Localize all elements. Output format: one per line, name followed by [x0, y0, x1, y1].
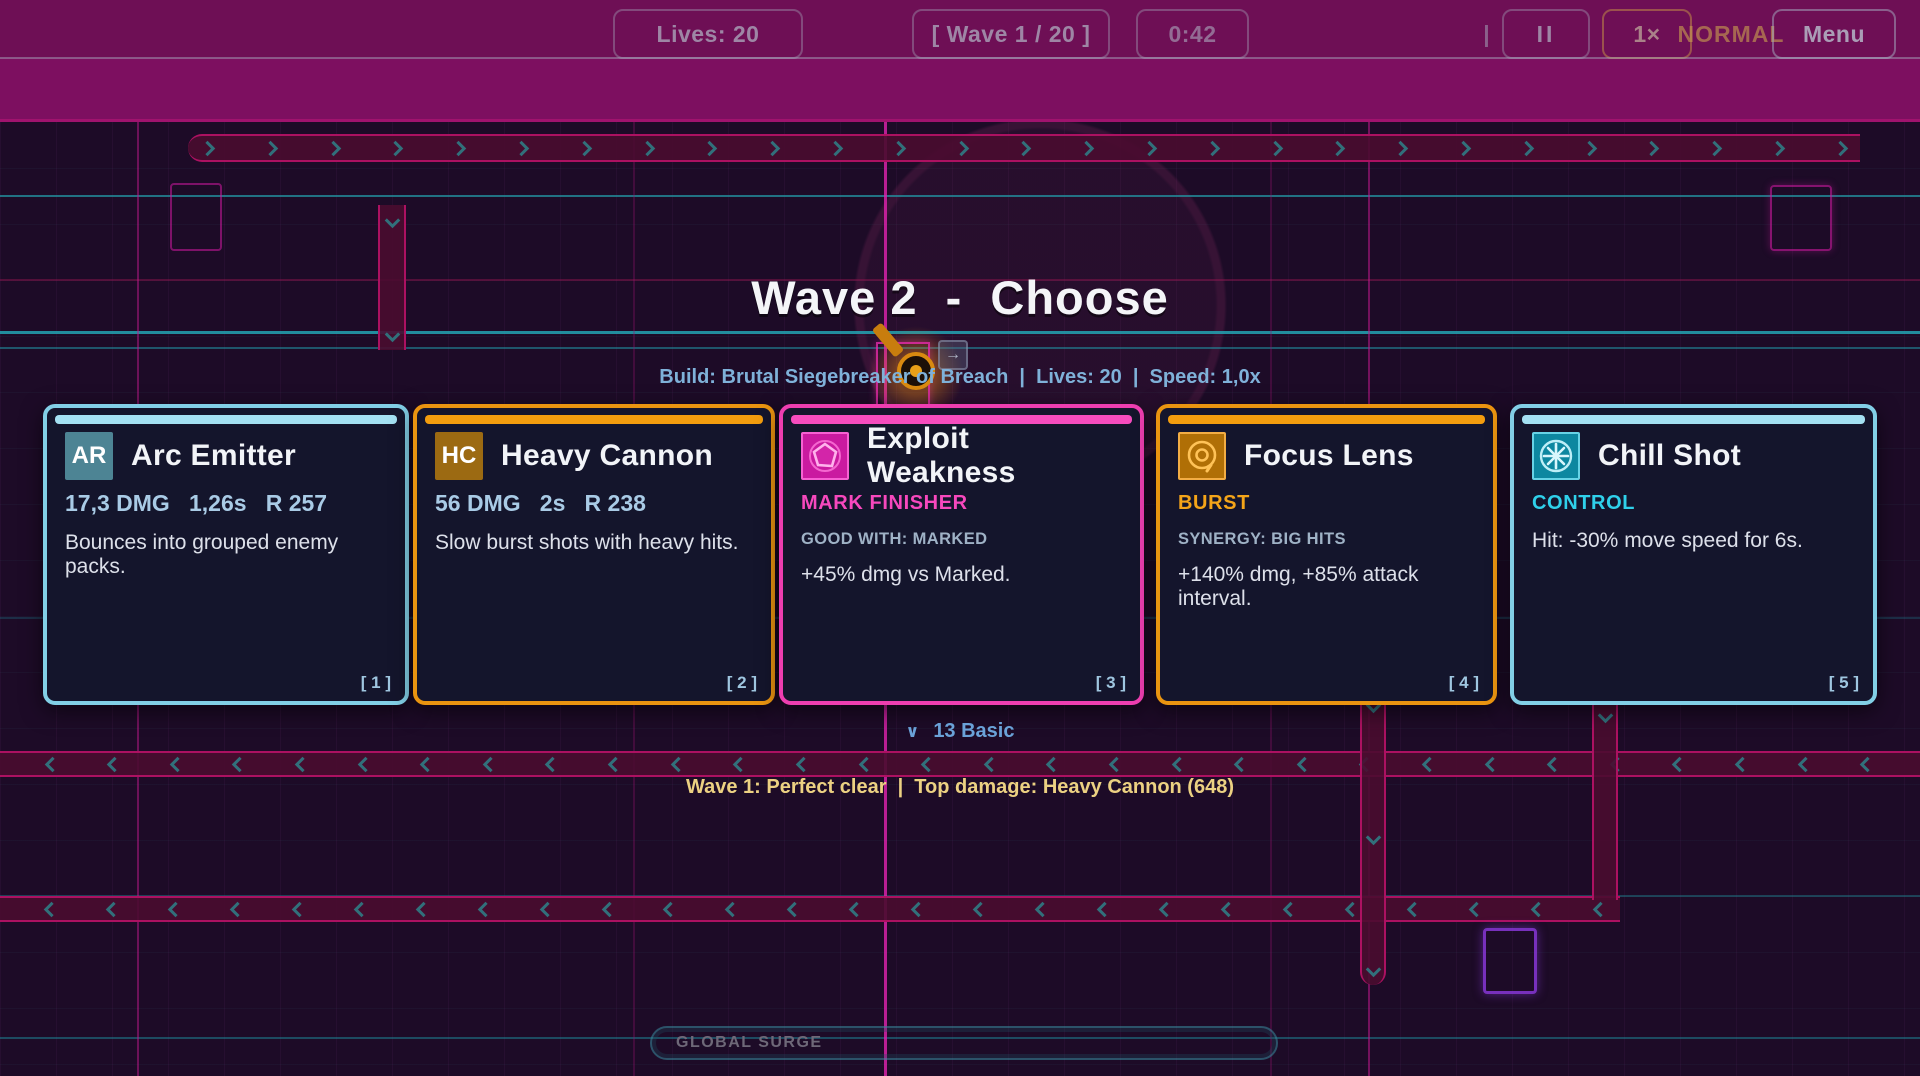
card-accent-strip: [55, 415, 397, 424]
pause-icon: II: [1536, 20, 1556, 47]
enemy-path-top: [188, 134, 1860, 162]
global-surge-meter[interactable]: GLOBAL SURGE: [650, 1026, 1278, 1060]
card-chill-shot[interactable]: Chill Shot CONTROL Hit: -30% move speed …: [1510, 404, 1877, 705]
chevron-down-icon: ∨: [905, 722, 920, 741]
card-stats: 17,3 DMG 1,26s R 257: [65, 490, 328, 516]
map-line: [0, 331, 1920, 334]
card-accent-strip: [791, 415, 1132, 424]
timer-label: 0:42: [1168, 20, 1217, 47]
wave-choose-title: Wave 2 - Choose: [751, 271, 1169, 324]
enemy-path-right-vertical: [1592, 700, 1618, 900]
card-synergy: SYNERGY: BIG HITS: [1178, 530, 1346, 548]
card-tag: BURST: [1178, 492, 1250, 514]
cannon-tower[interactable]: [897, 352, 935, 390]
difficulty-badge: NORMAL: [1678, 9, 1784, 59]
card-accent-strip: [1522, 415, 1865, 424]
card-hotkey: [ 2 ]: [726, 673, 757, 692]
card-description: +140% dmg, +85% attack interval.: [1178, 563, 1419, 610]
map-marker-square: [170, 183, 222, 251]
card-title: Focus Lens: [1244, 439, 1414, 472]
card-stats: 56 DMG 2s R 238: [435, 490, 646, 516]
card-title: Heavy Cannon: [501, 439, 713, 472]
card-title: Arc Emitter: [131, 439, 297, 472]
card-description: Slow burst shots with heavy hits.: [435, 531, 739, 554]
map-line: [0, 195, 1920, 197]
snowflake-icon: [1532, 432, 1580, 480]
card-synergy: GOOD WITH: MARKED: [801, 530, 988, 548]
card-hotkey: [ 3 ]: [1095, 673, 1126, 692]
card-focus-lens[interactable]: Focus Lens BURST SYNERGY: BIG HITS +140%…: [1156, 404, 1497, 705]
card-tag: CONTROL: [1532, 492, 1636, 514]
pause-button[interactable]: II: [1502, 9, 1590, 59]
enemy-path-middle: [0, 751, 1920, 777]
card-exploit-weakness[interactable]: Exploit Weakness MARK FINISHER GOOD WITH…: [779, 404, 1144, 705]
enemy-path-end-vertical: [1360, 690, 1386, 985]
card-hotkey: [ 1 ]: [360, 673, 391, 692]
card-accent-strip: [1168, 415, 1485, 424]
enemy-path-bottom: [0, 896, 1620, 922]
card-heavy-cannon[interactable]: HC Heavy Cannon 56 DMG 2s R 238 Slow bur…: [413, 404, 775, 705]
more-options-toggle[interactable]: ∨ 13 Basic: [0, 720, 1920, 743]
tower-type-badge: AR: [65, 432, 113, 480]
timer-display: 0:42: [1136, 9, 1249, 59]
card-description: Bounces into grouped enemy packs.: [65, 531, 339, 578]
tower-core: [910, 365, 922, 377]
card-arc-emitter[interactable]: AR Arc Emitter 17,3 DMG 1,26s R 257 Boun…: [43, 404, 409, 705]
lives-display: Lives: 20: [613, 9, 803, 59]
enemy-path-left-vertical: [378, 205, 406, 350]
map-marker-square: [1483, 928, 1537, 994]
global-surge-label: GLOBAL SURGE: [676, 1034, 823, 1051]
pentagon-icon: [801, 432, 849, 480]
wave-label: [ Wave 1 / 20 ]: [931, 20, 1091, 47]
lens-icon: [1178, 432, 1226, 480]
menu-button[interactable]: Menu: [1772, 9, 1896, 59]
card-hotkey: [ 5 ]: [1828, 673, 1859, 692]
card-accent-strip: [425, 415, 763, 424]
topbar: Lives: 20 [ Wave 1 / 20 ] 0:42 | II 1× N…: [0, 0, 1920, 122]
map-line: [0, 347, 1920, 349]
card-hotkey: [ 4 ]: [1448, 673, 1479, 692]
menu-label: Menu: [1802, 20, 1866, 47]
arrow-right-icon: →: [945, 346, 961, 363]
difficulty-label: NORMAL: [1677, 20, 1785, 47]
card-tag: MARK FINISHER: [801, 492, 968, 514]
tower-type-badge: HC: [435, 432, 483, 480]
map-line: [0, 1037, 1920, 1039]
card-description: Hit: -30% move speed for 6s.: [1532, 529, 1803, 552]
more-options-label: 13 Basic: [933, 720, 1015, 742]
card-title: Exploit Weakness: [867, 422, 1016, 489]
map-marker-square: [1770, 185, 1832, 251]
card-title: Chill Shot: [1598, 439, 1741, 472]
wave-display: [ Wave 1 / 20 ]: [912, 9, 1110, 59]
map-line: [0, 279, 1920, 281]
tower-target-chip[interactable]: →: [938, 340, 968, 370]
speed-label: 1×: [1633, 20, 1661, 47]
last-wave-summary: Wave 1: Perfect clear | Top damage: Heav…: [686, 776, 1234, 798]
lives-label: Lives: 20: [656, 20, 760, 47]
divider-glyph: |: [1483, 20, 1491, 47]
topbar-divider: |: [1480, 9, 1494, 59]
build-summary-line: Build: Brutal Siegebreaker of Breach | L…: [659, 366, 1261, 388]
card-description: +45% dmg vs Marked.: [801, 563, 1011, 586]
